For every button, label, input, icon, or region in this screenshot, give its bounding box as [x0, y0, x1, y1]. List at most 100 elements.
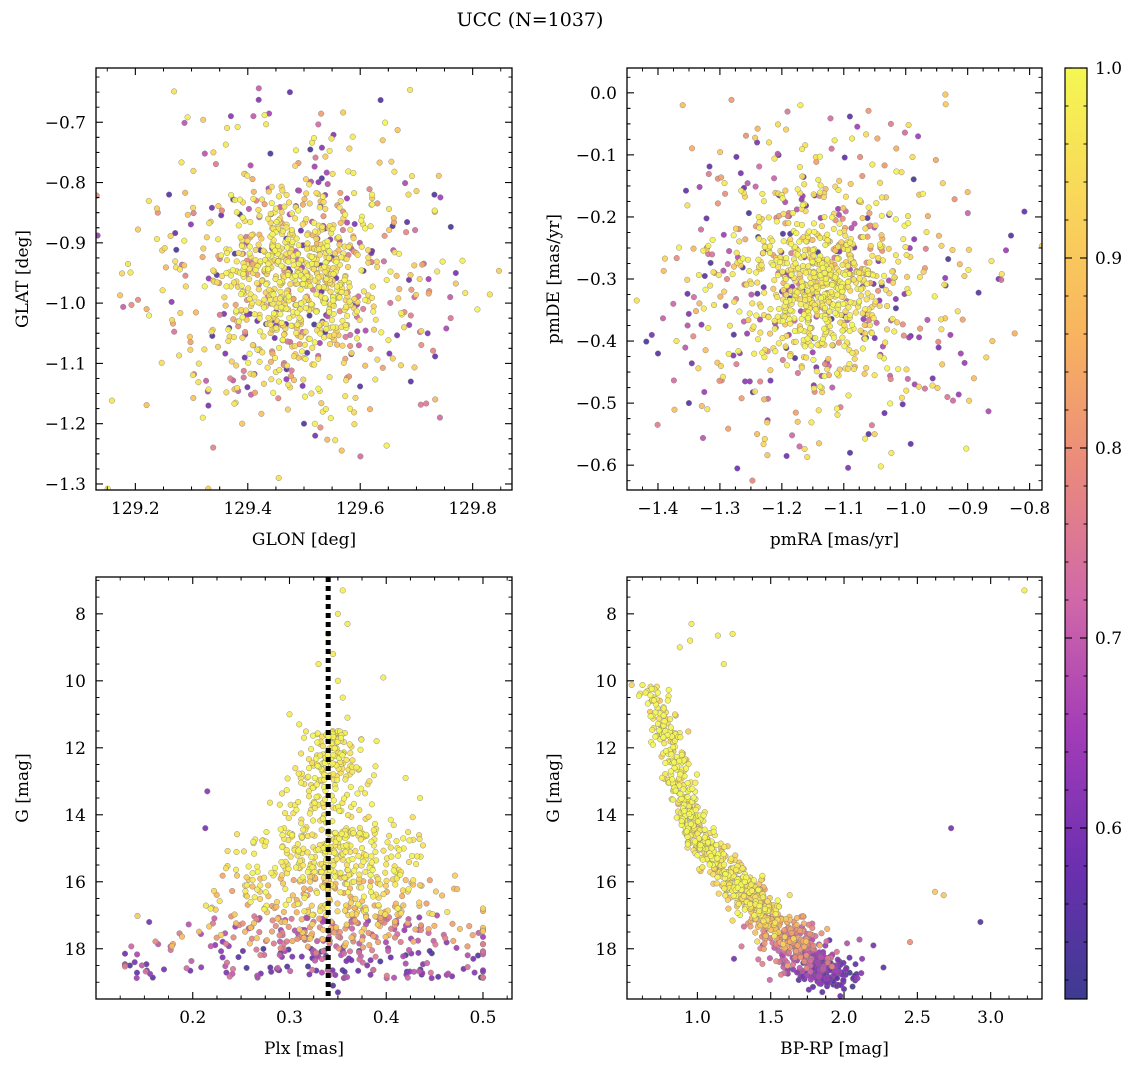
data-point [717, 293, 724, 300]
data-point [746, 378, 753, 385]
data-point [231, 400, 238, 407]
data-point [826, 308, 833, 315]
data-point [820, 965, 827, 972]
data-point [251, 894, 258, 901]
data-point [312, 957, 319, 964]
data-point [254, 972, 261, 979]
data-point [368, 889, 375, 896]
data-point [307, 146, 314, 153]
data-point [345, 243, 352, 250]
data-point [289, 238, 296, 245]
data-point [791, 492, 797, 498]
data-point [330, 302, 337, 309]
data-point [267, 799, 274, 806]
data-point [667, 768, 674, 775]
data-point [864, 290, 871, 297]
data-point [282, 810, 289, 817]
data-point [363, 831, 370, 838]
data-point [369, 283, 376, 290]
data-point [192, 309, 199, 316]
data-point [720, 267, 727, 274]
data-point [257, 882, 264, 889]
data-point [389, 355, 396, 362]
data-point [297, 227, 304, 234]
data-point [316, 322, 323, 329]
data-point [475, 952, 482, 959]
data-point [96, 232, 101, 239]
data-point [345, 263, 352, 270]
data-point [368, 838, 375, 845]
data-point [278, 319, 285, 326]
data-point [692, 779, 699, 786]
data-point [338, 830, 345, 837]
data-point [673, 338, 680, 345]
data-point [178, 159, 185, 166]
data-point [337, 889, 344, 896]
data-point [152, 938, 159, 945]
data-point [228, 358, 235, 365]
data-point [328, 135, 335, 142]
data-point [346, 145, 353, 152]
data-point [771, 155, 778, 162]
data-point [721, 885, 728, 892]
data-point [832, 967, 839, 974]
data-point [347, 405, 354, 412]
data-point [249, 883, 256, 890]
data-point [172, 258, 179, 265]
data-point [881, 162, 888, 169]
data-point [775, 272, 782, 279]
data-point [367, 957, 374, 964]
data-point [360, 305, 367, 312]
data-point [341, 277, 348, 284]
data-point [235, 249, 242, 256]
data-point [899, 401, 906, 408]
data-point [243, 307, 250, 314]
data-point [317, 424, 324, 431]
data-point [684, 322, 691, 329]
data-point [858, 970, 865, 977]
data-point [841, 343, 848, 350]
data-point [655, 720, 662, 727]
data-point [700, 812, 707, 819]
data-point [917, 325, 924, 332]
data-point [464, 964, 471, 971]
data-point [701, 273, 708, 280]
data-point [938, 316, 945, 323]
data-point [146, 312, 153, 319]
data-point [272, 247, 279, 254]
data-point [799, 201, 806, 208]
data-point [251, 311, 258, 318]
data-point [117, 292, 124, 299]
data-point [801, 958, 808, 965]
data-point [857, 286, 864, 293]
data-point [315, 661, 322, 668]
data-point [295, 847, 302, 854]
data-point [850, 259, 857, 266]
data-point [846, 360, 853, 367]
data-point [287, 968, 294, 975]
cmd-xlabel: BP-RP [mag] [780, 1039, 889, 1059]
data-point [766, 976, 773, 983]
data-point [417, 882, 424, 889]
data-point [401, 324, 408, 331]
data-point [834, 291, 841, 298]
y-tick-label: −0.1 [576, 146, 617, 166]
data-point [108, 397, 115, 404]
data-point [722, 302, 729, 309]
plx-ylabel: G [mag] [13, 753, 33, 822]
data-point [766, 243, 773, 250]
data-point [308, 260, 315, 267]
data-point [309, 864, 316, 871]
data-point [218, 252, 225, 259]
data-point [841, 271, 848, 278]
data-point [830, 225, 837, 232]
data-point [878, 279, 885, 286]
data-point [755, 886, 762, 893]
data-point [337, 219, 344, 226]
data-point [167, 232, 174, 239]
data-point [784, 962, 791, 969]
data-point [728, 96, 735, 103]
data-point [342, 907, 349, 914]
data-point [232, 301, 239, 308]
data-point [300, 275, 307, 282]
